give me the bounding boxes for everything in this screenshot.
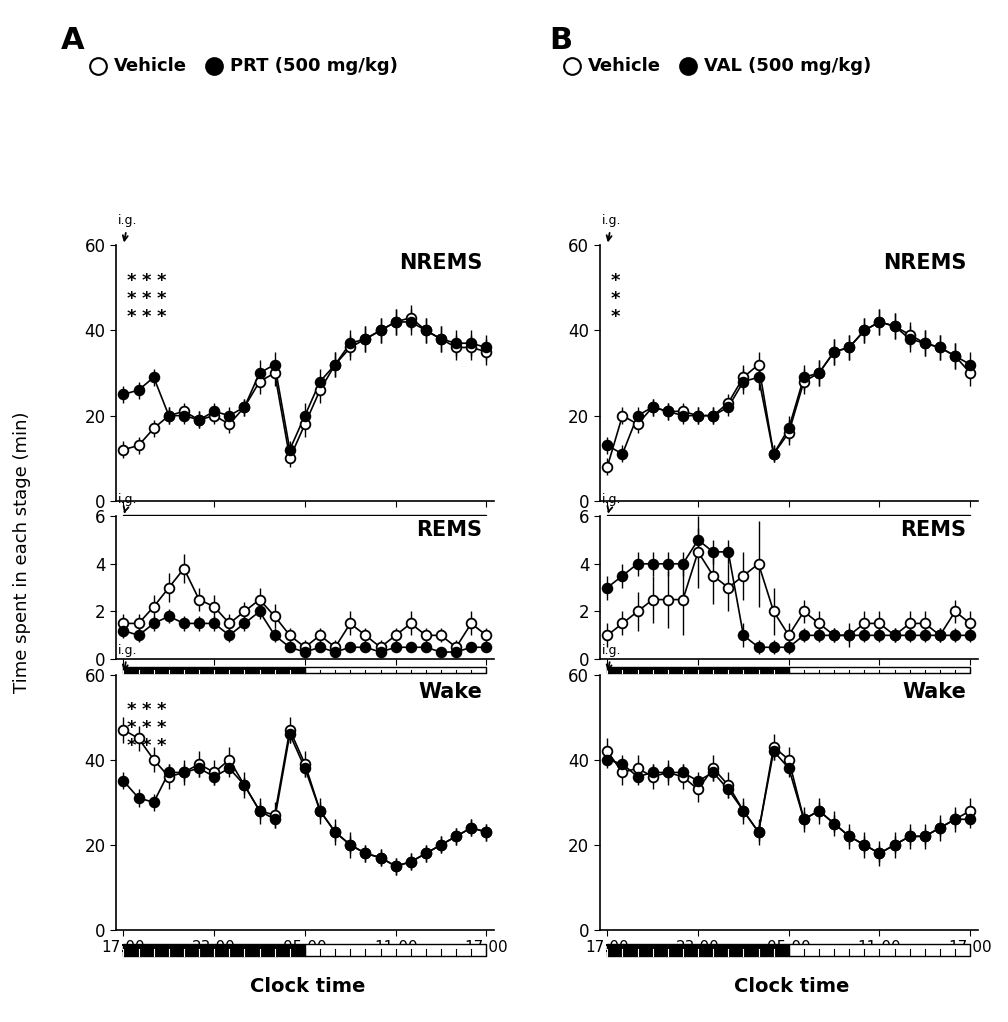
Text: *: * [126, 719, 136, 737]
Bar [123, 667, 304, 673]
Text: *: * [156, 308, 166, 326]
Text: *: * [141, 290, 151, 308]
Text: *: * [141, 308, 151, 326]
Text: B: B [549, 26, 573, 54]
Text: Wake: Wake [902, 683, 967, 702]
Text: NREMS: NREMS [883, 252, 967, 273]
Text: *: * [610, 272, 620, 290]
Bar [788, 515, 970, 526]
Text: i.g.: i.g. [602, 644, 622, 669]
Text: *: * [126, 737, 136, 755]
Text: *: * [141, 737, 151, 755]
Text: i.g.: i.g. [602, 493, 622, 512]
Text: VAL (500 mg/kg): VAL (500 mg/kg) [704, 57, 871, 76]
Text: REMS: REMS [900, 520, 967, 541]
Bar [607, 944, 788, 956]
Text: PRT (500 mg/kg): PRT (500 mg/kg) [230, 57, 398, 76]
Bar [123, 944, 304, 956]
Text: *: * [156, 290, 166, 308]
Bar [607, 667, 788, 673]
Text: *: * [610, 308, 620, 326]
Text: *: * [156, 272, 166, 290]
Text: *: * [156, 719, 166, 737]
Bar [607, 515, 788, 526]
Text: *: * [141, 701, 151, 719]
Text: *: * [156, 737, 166, 755]
Bar [123, 515, 304, 526]
Text: Time spent in each stage (min): Time spent in each stage (min) [13, 411, 31, 693]
Text: *: * [126, 290, 136, 308]
Text: i.g.: i.g. [118, 493, 138, 512]
Text: NREMS: NREMS [399, 252, 483, 273]
Bar [788, 944, 970, 956]
Text: *: * [610, 290, 620, 308]
Bar [788, 667, 970, 673]
Text: Clock time: Clock time [250, 977, 365, 996]
Text: i.g.: i.g. [118, 644, 138, 669]
Text: i.g.: i.g. [602, 215, 622, 240]
Text: Clock time: Clock time [734, 977, 849, 996]
Text: *: * [141, 272, 151, 290]
Text: Vehicle: Vehicle [114, 57, 186, 76]
Text: *: * [126, 308, 136, 326]
Text: *: * [126, 701, 136, 719]
Text: i.g.: i.g. [118, 215, 138, 240]
Text: *: * [156, 701, 166, 719]
Text: *: * [126, 272, 136, 290]
Text: REMS: REMS [416, 520, 483, 541]
Text: Wake: Wake [418, 683, 483, 702]
Bar [304, 667, 486, 673]
Bar [304, 944, 486, 956]
Text: *: * [141, 719, 151, 737]
Text: Vehicle: Vehicle [588, 57, 660, 76]
Bar [304, 515, 486, 526]
Text: A: A [60, 26, 84, 54]
